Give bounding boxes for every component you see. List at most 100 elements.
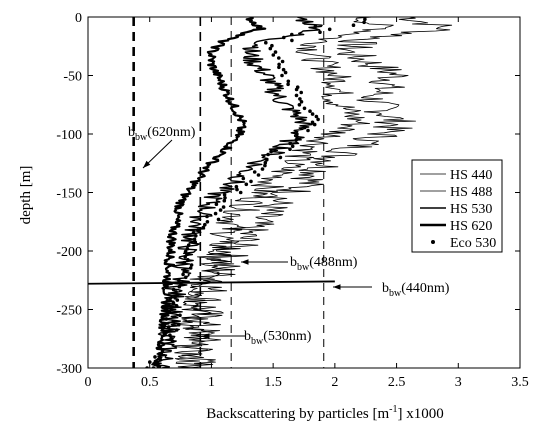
eco-point <box>268 46 273 51</box>
eco-point <box>283 70 288 75</box>
eco-point <box>205 214 209 219</box>
y-axis-ticks: 0 -50 -100 -150 -200 -250 -300 <box>56 11 520 377</box>
eco-point <box>171 320 175 324</box>
eco-point <box>177 278 181 283</box>
eco-point <box>290 32 294 37</box>
annotation-530-rest: (530nm) <box>263 329 312 344</box>
eco-point <box>178 313 182 318</box>
annotation-440-rest: (440nm) <box>401 281 450 296</box>
eco-point <box>290 144 295 149</box>
eco-point <box>318 30 322 34</box>
annotation-bbw-440: bbw(440nm) <box>382 281 450 299</box>
eco-point <box>294 93 299 98</box>
eco-point <box>316 117 320 122</box>
eco-point <box>191 231 196 235</box>
eco-point <box>168 333 172 338</box>
series-lines <box>88 17 453 368</box>
annotation-440-sub: bw <box>389 288 402 299</box>
eco-point <box>156 342 161 347</box>
annotation-530-sub: bw <box>251 336 264 347</box>
series-line-hs-440 <box>177 17 453 368</box>
eco-point <box>271 53 276 57</box>
eco-point <box>244 182 249 187</box>
eco-point <box>174 290 178 294</box>
annotation-arrows <box>142 139 372 339</box>
eco-point <box>235 187 239 192</box>
eco-point <box>302 125 307 130</box>
annotation-bbw-530: bbw(530nm) <box>244 329 312 347</box>
eco-point <box>205 220 210 224</box>
eco-point <box>201 225 206 230</box>
eco-point <box>175 293 179 297</box>
eco-point <box>297 103 302 107</box>
legend-label-hs488: HS 488 <box>450 185 492 200</box>
eco-point <box>266 152 270 157</box>
arrow-440-head <box>333 284 341 290</box>
y-tick-label: 0 <box>75 11 82 26</box>
series-line-hs-620 <box>152 17 267 368</box>
x-tick-label: 3.5 <box>511 375 529 390</box>
eco-point <box>174 304 179 308</box>
eco-point <box>295 135 299 139</box>
eco-point <box>314 114 319 119</box>
eco-point <box>288 141 293 146</box>
eco-point <box>158 345 162 350</box>
reference-lines <box>132 17 325 368</box>
annotation-620-rest: (620nm) <box>147 125 196 140</box>
legend: HS 440 HS 488 HS 530 HS 620 Eco 530 <box>411 159 503 253</box>
annotation-488-sub: bw <box>297 262 310 273</box>
x-tick-label: 1.5 <box>264 375 282 390</box>
x-axis-label-main: Backscattering by particles [m <box>206 406 389 422</box>
legend-label-hs620: HS 620 <box>450 219 492 234</box>
legend-box <box>411 159 503 253</box>
y-tick-label: -250 <box>56 304 82 319</box>
eco-point <box>186 258 190 262</box>
y-tick-label: -150 <box>56 187 82 202</box>
eco-point <box>194 234 198 238</box>
eco-point <box>286 82 290 87</box>
eco-point <box>158 358 163 362</box>
eco-point <box>193 240 198 244</box>
eco-point <box>288 147 292 151</box>
eco-point <box>277 65 281 70</box>
y-tick-label: -50 <box>63 70 82 85</box>
eco-point <box>351 23 356 28</box>
eco-point <box>299 100 304 104</box>
eco-point <box>185 246 190 251</box>
eco-point <box>278 155 283 160</box>
eco-point <box>181 272 185 277</box>
eco-point <box>167 310 171 315</box>
eco-point <box>218 208 223 212</box>
eco-point <box>222 193 227 197</box>
eco-point <box>277 56 281 60</box>
eco-point <box>183 255 187 259</box>
eco-point <box>310 112 315 116</box>
eco-point <box>241 176 246 181</box>
eco-point <box>312 122 317 127</box>
x-axis-label-tail: ] x1000 <box>397 406 443 422</box>
x-tick-label: 0.5 <box>141 375 159 390</box>
x-axis-label: Backscattering by particles [m-1] x1000 <box>206 404 443 422</box>
annotation-488-rest: (488nm) <box>309 255 358 270</box>
x-tick-label: 1 <box>208 375 215 390</box>
eco-point <box>221 205 226 209</box>
eco-point <box>298 97 302 101</box>
eco-point <box>238 190 243 195</box>
arrow-620-head <box>143 160 151 168</box>
eco-point <box>169 336 173 341</box>
x-tick-label: 2.5 <box>388 375 406 390</box>
eco-point <box>223 196 227 200</box>
eco-point <box>171 301 176 305</box>
eco-point <box>156 363 160 367</box>
eco-point <box>294 138 299 142</box>
annotation-620-main: b <box>128 125 135 140</box>
eco-point <box>213 211 218 216</box>
eco-point <box>269 149 273 154</box>
eco-point <box>164 317 169 321</box>
series-line-hs-488 <box>173 17 394 368</box>
eco-point <box>173 296 177 300</box>
eco-points <box>145 17 367 368</box>
eco-point <box>182 269 187 273</box>
eco-point <box>281 67 286 72</box>
annotation-530-main: b <box>244 329 251 344</box>
